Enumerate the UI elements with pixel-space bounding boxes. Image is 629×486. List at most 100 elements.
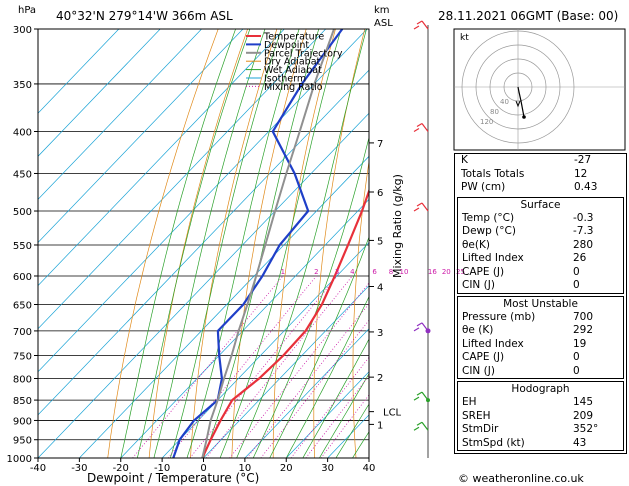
storm-motion-arrow xyxy=(515,100,521,108)
hodograph-trace xyxy=(517,86,525,118)
isotherm-line xyxy=(38,29,244,244)
km-tick-label: 7 xyxy=(377,139,383,150)
surface-section: Surface Temp (°C) -0.3 Dewp (°C) -7.3 θe(K… xyxy=(457,196,624,294)
isotherm-line xyxy=(244,328,369,458)
pressure-tick-label: 450 xyxy=(13,169,32,180)
mixing-ratio-label: 8 xyxy=(389,268,393,276)
km-label: km xyxy=(374,5,390,16)
wet-adiabat-line xyxy=(236,29,367,458)
wet-adiabat-line xyxy=(269,236,369,458)
temp-tick-label: 30 xyxy=(321,463,334,474)
isotherm-line xyxy=(38,29,120,114)
copyright-footer: © weatheronline.co.uk xyxy=(458,472,584,485)
hodograph-title: Hodograph xyxy=(511,383,570,395)
temp-tick-label: -30 xyxy=(71,463,87,474)
most-unstable-section: Most Unstable Pressure (mb) 700 θe (K) 292… xyxy=(457,295,624,379)
temp-tick-label: 0 xyxy=(200,463,206,474)
pressure-tick-label: 700 xyxy=(13,327,32,338)
legend-label: Parcel Trajectory xyxy=(264,48,343,59)
isotherm-line xyxy=(38,69,369,416)
asl-label: ASL xyxy=(374,18,393,29)
isotherm-line xyxy=(38,29,285,287)
wind-barb xyxy=(413,122,429,133)
x-axis-label: Dewpoint / Temperature (°C) xyxy=(87,471,260,485)
wet-adiabat-line xyxy=(302,338,369,458)
temperature-line xyxy=(201,187,369,458)
temp-tick-label: 20 xyxy=(280,463,293,474)
hodo-row: StmDir 352° xyxy=(462,423,599,435)
temp-tick-label: 40 xyxy=(363,463,376,474)
wet-adiabat-line xyxy=(120,29,236,458)
mixing-ratio-label: 1 xyxy=(281,268,285,276)
isotherm-line xyxy=(38,29,161,157)
pressure-tick-label: 650 xyxy=(13,301,32,312)
isotherm-line xyxy=(38,112,369,458)
pressure-tick-label: 500 xyxy=(13,207,32,218)
km-tick-label: 3 xyxy=(377,328,383,339)
legend-label: Temperature xyxy=(263,32,324,43)
pressure-tick-label: 350 xyxy=(13,80,32,91)
km-tick-label: 5 xyxy=(377,236,383,247)
mixing-ratio-line xyxy=(189,275,338,458)
wind-marker xyxy=(426,398,430,403)
wind-barb xyxy=(413,202,429,212)
hodograph-point xyxy=(522,115,526,119)
dry-adiabat-line xyxy=(428,29,453,458)
pressure-tick-label: 900 xyxy=(13,416,32,427)
mixing-ratio-label: 2 xyxy=(314,268,318,276)
surface-row: Lifted Index 26 xyxy=(462,252,587,264)
wet-adiabat-line xyxy=(170,29,282,458)
pressure-tick-label: 850 xyxy=(13,396,32,407)
wet-adiabat-line xyxy=(252,136,369,458)
mixing-ratio-line xyxy=(167,275,317,458)
indices-top: K -27 Totals Totals 12 PW (cm) 0.43 xyxy=(455,154,626,195)
surface-row: Dewp (°C) -7.3 xyxy=(462,225,594,237)
datetime-text: 28.11.2021 06GMT (Base: 00) xyxy=(438,9,619,23)
surface-row: Temp (°C) -0.3 xyxy=(462,211,594,224)
mixing-ratio-label: 10 xyxy=(400,268,409,276)
mixing-ratio-label: 6 xyxy=(372,268,377,276)
dewpoint-line xyxy=(172,29,344,458)
isotherm-line xyxy=(38,29,326,330)
wind-marker xyxy=(425,328,431,334)
wind-barb xyxy=(413,20,429,30)
wet-adiabat-line xyxy=(203,29,320,458)
hodograph-ring-label: 120 xyxy=(480,118,493,126)
isotherm-line xyxy=(79,155,369,458)
unstable-row: CAPE (J) 0 xyxy=(462,351,580,363)
legend-label: Dry Adiabat xyxy=(264,57,321,68)
hodograph-frame xyxy=(453,28,626,151)
unstable-row: θe (K) 292 xyxy=(462,324,594,336)
pressure-tick-label: 600 xyxy=(13,272,32,283)
wet-adiabat-line xyxy=(319,372,369,458)
wet-adiabat-line xyxy=(136,29,251,458)
k-row: K -27 xyxy=(461,154,592,166)
mixing-ratio-label: 25 xyxy=(456,268,465,276)
isotherm-line xyxy=(161,241,369,458)
isotherm-line xyxy=(285,371,369,458)
hodo-row: StmSpd (kt) 43 xyxy=(462,436,587,449)
temp-tick-label: -40 xyxy=(30,463,46,474)
isotherm-line xyxy=(203,285,369,458)
km-tick-label: 4 xyxy=(377,283,383,294)
hodograph-kt-label: kt xyxy=(460,33,469,43)
pressure-tick-label: 300 xyxy=(13,25,32,36)
surface-row: CAPE (J) 0 xyxy=(462,265,580,278)
legend-label: Mixing Ratio xyxy=(264,82,323,93)
mixing-ratio-axis-label: Mixing Ratio (g/kg) xyxy=(391,174,404,278)
isotherm-line xyxy=(38,29,202,200)
pressure-tick-label: 1000 xyxy=(7,454,32,465)
hodo-row: EH 145 xyxy=(462,396,594,408)
dry-adiabat-line xyxy=(107,29,219,458)
indices-panel: K -27 Totals Totals 12 PW (cm) 0.43 Surface… xyxy=(454,153,627,454)
surface-row: θe(K) 280 xyxy=(462,238,594,251)
km-tick-label: 6 xyxy=(377,188,383,199)
pressure-tick-label: 800 xyxy=(13,374,32,385)
surface-row: CIN (J) 0 xyxy=(462,279,580,291)
parcel-trajectory-line xyxy=(201,29,335,458)
lcl-label: LCL xyxy=(383,408,402,419)
temp-tick-label: -20 xyxy=(113,463,129,474)
location-text: 40°32'N 279°14'W 366m ASL xyxy=(56,9,233,23)
mixing-ratio-label: 3 xyxy=(335,268,339,276)
pressure-tick-label: 750 xyxy=(13,351,32,362)
